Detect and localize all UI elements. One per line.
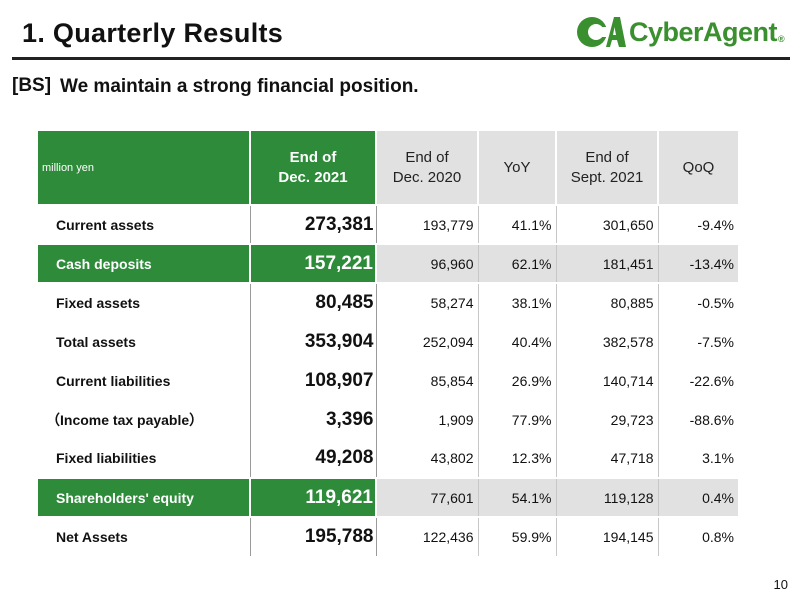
logo-wordmark: CyberAgent: [629, 16, 778, 47]
unit-label: million yen: [38, 131, 251, 205]
table-row-income-tax-payable: （Income tax payable） 3,396 1,909 77.9% 2…: [38, 400, 738, 439]
cell-yoy: 59.9%: [478, 517, 557, 556]
col-header-line: Dec. 2020: [392, 168, 462, 186]
cell-sept-2021: 119,128: [556, 477, 659, 518]
row-label: Fixed liabilities: [56, 450, 157, 466]
cell-dec-2021: 273,381: [249, 204, 377, 244]
row-label: Net Assets: [56, 529, 128, 545]
cell-dec-2021: 195,788: [249, 517, 377, 556]
cell-dec-2020: 1,909: [376, 400, 479, 439]
table-row-total-assets: Total assets 353,904 252,094 40.4% 382,5…: [38, 322, 738, 361]
cell-dec-2021: 157,221: [250, 243, 377, 284]
balance-sheet-table: million yen End of Dec. 2021 End of Dec.…: [38, 131, 738, 556]
cell-dec-2020: 122,436: [376, 517, 479, 556]
cell-qoq: 3.1%: [702, 450, 734, 466]
cell-qoq: -9.4%: [658, 204, 738, 244]
cell-sept-2021: 382,578: [556, 322, 659, 361]
cell-dec-2021: 108,907: [249, 361, 377, 400]
table-header-row: million yen End of Dec. 2021 End of Dec.…: [38, 131, 738, 205]
cell-qoq: -13.4%: [658, 243, 738, 284]
col-header-line: QoQ: [682, 158, 715, 176]
cell-yoy: 12.3%: [478, 439, 557, 478]
section-subtitle: We maintain a strong financial position.: [60, 76, 419, 97]
cell-dec-2020: 85,854: [376, 361, 479, 400]
cell-dec-2021: 49,208: [249, 439, 377, 478]
cell-qoq: -22.6%: [689, 372, 734, 389]
row-label: Current liabilities: [56, 372, 171, 389]
cell-sept-2021: 301,650: [556, 204, 659, 244]
col-header-line: Sept. 2021: [570, 168, 644, 186]
section-tag: [BS]: [12, 75, 52, 96]
row-label: Total assets: [56, 333, 136, 350]
col-header-line: End of: [585, 148, 629, 166]
cell-yoy: 26.9%: [478, 361, 557, 400]
col-header-line: End of: [289, 148, 337, 166]
logo-registered-mark: ®: [778, 34, 785, 44]
cell-qoq: 0.4%: [658, 477, 738, 518]
col-header-line: YoY: [503, 158, 531, 176]
col-header-sept-2021: End of Sept. 2021: [556, 131, 659, 205]
cell-sept-2021: 194,145: [556, 517, 659, 556]
cell-sept-2021: 80,885: [556, 283, 659, 322]
cell-sept-2021: 181,451: [556, 243, 659, 284]
cell-dec-2021: 80,485: [249, 283, 377, 322]
col-header-yoy: YoY: [478, 131, 557, 205]
cell-dec-2020: 193,779: [376, 204, 479, 244]
page-number: 10: [773, 577, 788, 592]
cell-dec-2021: 119,621: [250, 477, 377, 518]
title-divider: [12, 57, 790, 60]
cell-yoy: 62.1%: [478, 243, 557, 284]
row-label: Fixed assets: [56, 295, 141, 311]
cell-dec-2020: 96,960: [376, 243, 479, 284]
cell-yoy: 54.1%: [478, 477, 557, 518]
col-header-line: Dec. 2021: [278, 168, 348, 186]
col-header-qoq: QoQ: [658, 131, 738, 205]
row-label: （Income tax payable）: [46, 411, 204, 428]
cell-sept-2021: 29,723: [556, 400, 659, 439]
row-label: Current assets: [38, 204, 250, 244]
cell-yoy: 38.1%: [478, 283, 557, 322]
cell-dec-2020: 58,274: [376, 283, 479, 322]
cyberagent-logo: CyberAgent ®: [576, 14, 785, 50]
row-label: Cash deposits: [38, 243, 251, 284]
table-row-shareholders-equity: Shareholders' equity 119,621 77,601 54.1…: [38, 477, 738, 518]
cell-dec-2020: 43,802: [376, 439, 479, 478]
ca-logo-mark-icon: [577, 17, 626, 47]
table-row-fixed-liabilities: Fixed liabilities 49,208 43,802 12.3% 47…: [38, 439, 738, 478]
col-header-dec-2020: End of Dec. 2020: [376, 131, 479, 205]
col-header-dec-2021: End of Dec. 2021: [250, 131, 377, 205]
cell-yoy: 40.4%: [478, 322, 557, 361]
row-label: Shareholders' equity: [38, 477, 251, 518]
table-row-cash-deposits: Cash deposits 157,221 96,960 62.1% 181,4…: [38, 243, 738, 284]
table-row-net-assets: Net Assets 195,788 122,436 59.9% 194,145…: [38, 517, 738, 556]
cell-dec-2020: 77,601: [376, 477, 479, 518]
cell-qoq: -0.5%: [697, 295, 734, 311]
cell-yoy: 41.1%: [478, 204, 557, 244]
cell-sept-2021: 140,714: [556, 361, 659, 400]
cell-qoq: -88.6%: [689, 411, 734, 428]
table-row-fixed-assets: Fixed assets 80,485 58,274 38.1% 80,885 …: [38, 283, 738, 322]
cell-qoq: -7.5%: [697, 333, 734, 350]
table-row-current-assets: Current assets 273,381 193,779 41.1% 301…: [38, 204, 738, 244]
cell-sept-2021: 47,718: [556, 439, 659, 478]
col-header-line: End of: [405, 148, 449, 166]
table-row-current-liabilities: Current liabilities 108,907 85,854 26.9%…: [38, 361, 738, 400]
cell-dec-2021: 353,904: [249, 322, 377, 361]
cell-dec-2020: 252,094: [376, 322, 479, 361]
cell-qoq: 0.8%: [702, 529, 734, 545]
cell-yoy: 77.9%: [478, 400, 557, 439]
cell-dec-2021: 3,396: [249, 400, 377, 439]
page-title: 1. Quarterly Results: [22, 18, 284, 48]
